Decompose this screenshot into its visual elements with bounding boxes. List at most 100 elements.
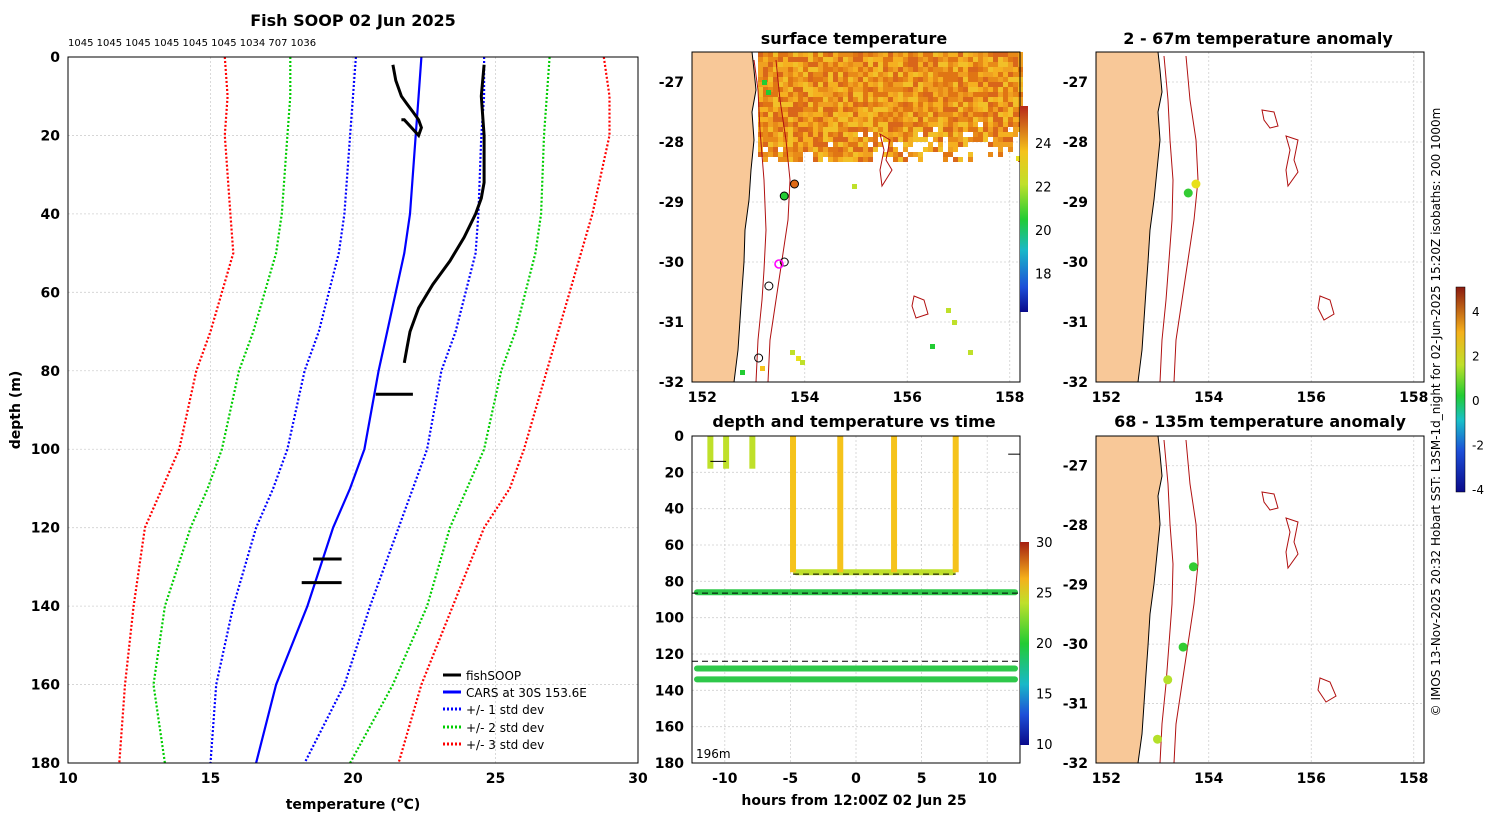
sst-pixel <box>813 82 818 87</box>
sst-pixel <box>863 137 868 142</box>
sst-pixel <box>868 57 873 62</box>
sst-pixel <box>963 72 968 77</box>
sst-pixel <box>903 142 908 147</box>
sst-pixel <box>953 112 958 117</box>
sst-pixel <box>978 137 983 142</box>
sst-pixel <box>953 57 958 62</box>
sst-pixel <box>853 107 858 112</box>
anom1-isobath-1000 <box>1173 55 1199 383</box>
sst-pixel <box>923 52 928 57</box>
sst-pixel <box>823 132 828 137</box>
sst-pixel <box>833 67 838 72</box>
sst-pixel <box>903 77 908 82</box>
sst-pixel <box>1008 87 1013 92</box>
sst-pixel <box>858 122 863 127</box>
sst-pixel <box>868 122 873 127</box>
sst-pixel <box>823 137 828 142</box>
sst-pixel <box>1013 52 1018 57</box>
sst-pixel <box>898 52 903 57</box>
anom2-seamount-2 <box>1285 517 1299 570</box>
sst-pixel <box>783 57 788 62</box>
sst-pixel <box>943 102 948 107</box>
timeplot-cast <box>790 436 797 573</box>
sst-pixel <box>978 67 983 72</box>
sst-pixel <box>978 102 983 107</box>
sst-pixel <box>838 132 843 137</box>
sst-pixel <box>993 97 998 102</box>
sst-pixel <box>888 72 893 77</box>
sst-pixel <box>843 92 848 97</box>
sst-pixel <box>953 157 958 162</box>
sst-pixel <box>968 92 973 97</box>
sst-pixel <box>863 77 868 82</box>
sst-pixel <box>898 152 903 157</box>
sst-pixel <box>818 87 823 92</box>
sst-pixel <box>1003 72 1008 77</box>
sst-pixel <box>973 117 978 122</box>
sst-pixel <box>843 62 848 67</box>
sst-pixel <box>958 67 963 72</box>
sst-pixel <box>858 77 863 82</box>
sst-pixel <box>1013 57 1018 62</box>
sst-pixel <box>773 142 778 147</box>
sst-pixel <box>948 57 953 62</box>
sst-pixel <box>878 87 883 92</box>
sst-pixel <box>858 142 863 147</box>
profile-xtick-label: 10 <box>58 771 78 787</box>
sst-pixel <box>893 67 898 72</box>
profile-ylabel: depth (m) <box>8 371 24 449</box>
sst-pixel <box>893 77 898 82</box>
sst-pixel <box>973 107 978 112</box>
sst-pixel <box>928 117 933 122</box>
sst-pixel <box>933 82 938 87</box>
sst-pixel <box>878 62 883 67</box>
sst-pixel <box>973 52 978 57</box>
sst-pixel <box>838 82 843 87</box>
sst-pixel <box>963 112 968 117</box>
anom2-box <box>1095 435 1425 764</box>
sst-pixel <box>848 137 853 142</box>
sst-pixel <box>958 157 963 162</box>
sst-pixel <box>808 67 813 72</box>
sst-pixel <box>938 87 943 92</box>
sst-pixel <box>1008 142 1013 147</box>
sst-pixel <box>833 137 838 142</box>
sst-pixel <box>823 112 828 117</box>
anom2-ytick-label: -27 <box>1063 459 1088 475</box>
sst-pixel <box>983 102 988 107</box>
sst-pixel <box>993 57 998 62</box>
sst-pixel <box>828 132 833 137</box>
sst-pixel <box>898 117 903 122</box>
sst-pixel <box>823 77 828 82</box>
sst-pixel <box>888 142 893 147</box>
sst-pixel <box>878 117 883 122</box>
sst-pixel <box>953 52 958 57</box>
sst-pixel <box>883 127 888 132</box>
sst-pixel <box>953 137 958 142</box>
profile-panel: Fish SOOP 02 Jun 2025 1045 1045 1045 104… <box>8 11 648 813</box>
sst-pixel <box>963 77 968 82</box>
sst-pixel <box>758 152 763 157</box>
sst-pixel <box>803 57 808 62</box>
sst-pixel <box>873 87 878 92</box>
anomaly-colorbar-tick: -2 <box>1472 439 1484 453</box>
sst-pixel <box>768 102 773 107</box>
sst-pixel <box>963 122 968 127</box>
sst-pixel <box>978 97 983 102</box>
sst-pixel <box>903 147 908 152</box>
sst-pixel <box>833 72 838 77</box>
sst-pixel <box>958 112 963 117</box>
sst-pixel <box>888 117 893 122</box>
sst-pixel <box>798 127 803 132</box>
sst-pixel <box>808 127 813 132</box>
sst-pixel <box>788 57 793 62</box>
profile-ytick-label: 120 <box>31 521 60 537</box>
sst-pixel <box>808 132 813 137</box>
sst-pixel <box>928 107 933 112</box>
sst-pixel <box>813 112 818 117</box>
sst-pixel <box>983 117 988 122</box>
timeplot-ytick-label: 0 <box>674 429 684 445</box>
timeplot-cast <box>891 436 898 573</box>
sst-pixel <box>793 122 798 127</box>
sst-pixel <box>948 97 953 102</box>
